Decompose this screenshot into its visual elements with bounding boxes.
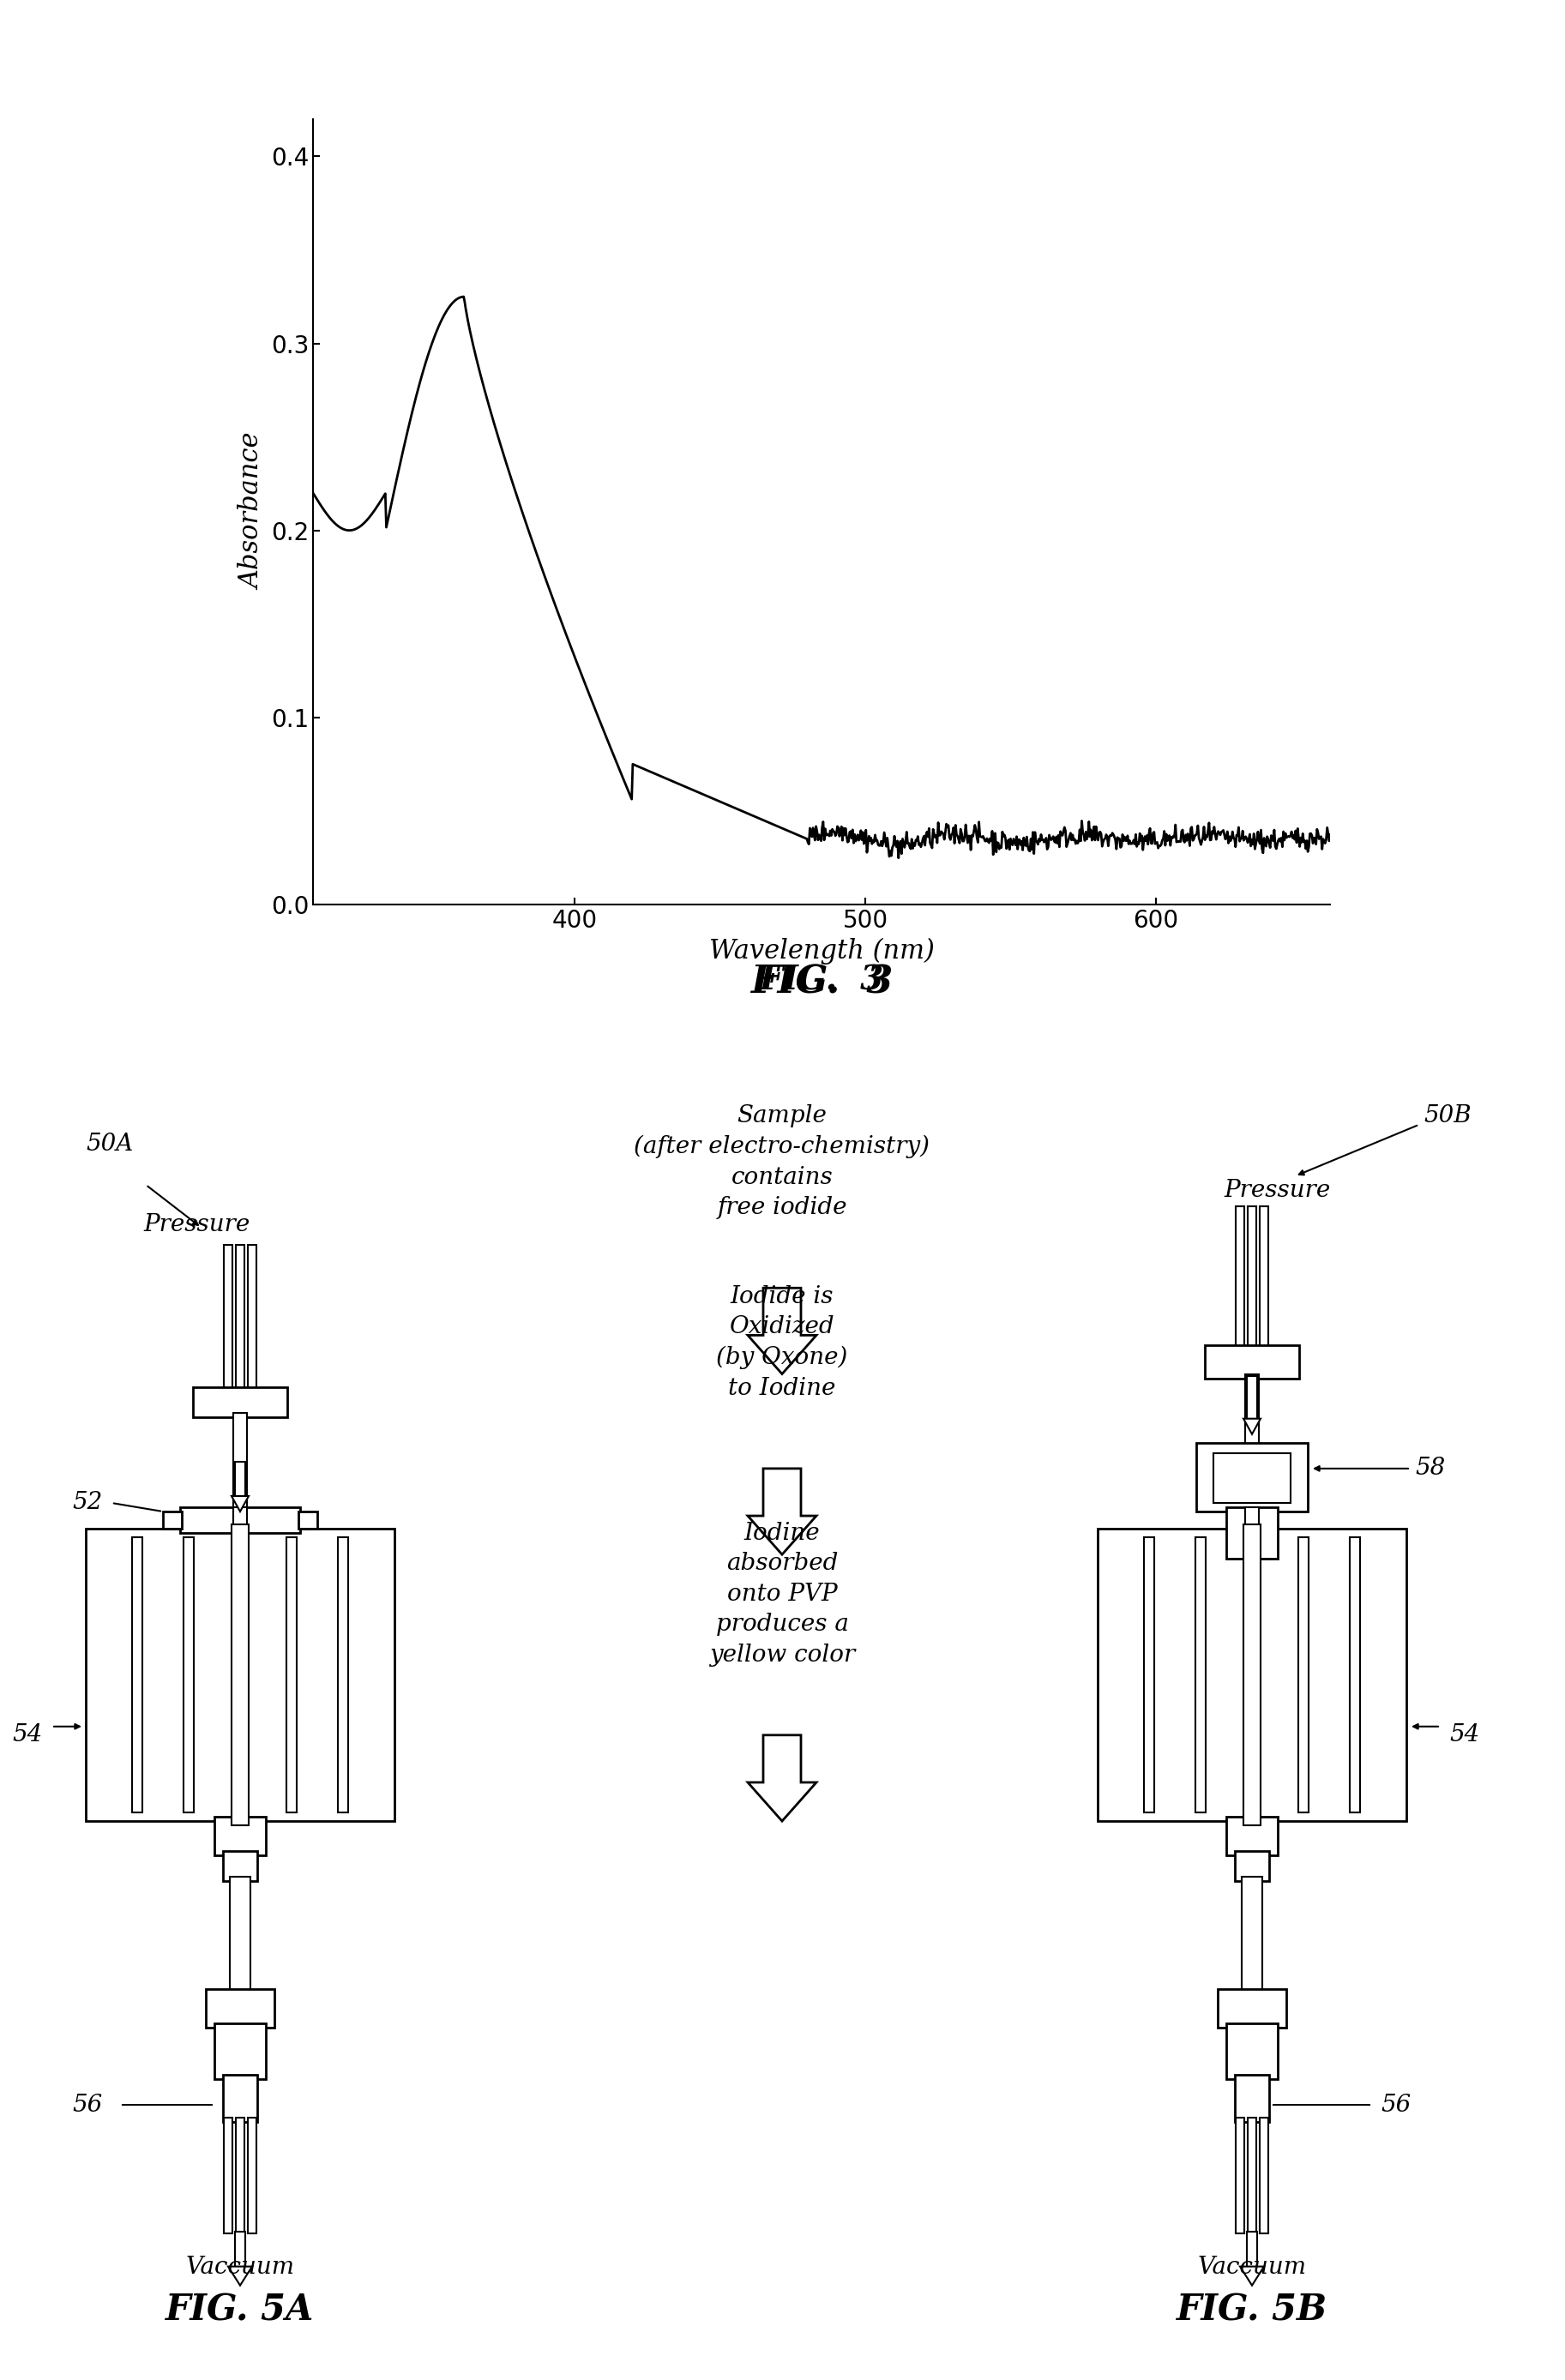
Bar [1213, 1454, 1291, 1502]
Bar [192, 1388, 288, 1416]
Bar [180, 1507, 300, 1533]
Bar [214, 2023, 266, 2080]
Y-axis label: Absorbance: Absorbance [239, 433, 266, 590]
Bar [232, 1526, 249, 1825]
Bar [233, 1511, 247, 1528]
Bar [1299, 1537, 1308, 1814]
Bar [1244, 1526, 1260, 1825]
Bar [131, 1537, 142, 1814]
Bar [222, 1852, 257, 1880]
Bar [1247, 1376, 1257, 1418]
Bar [1227, 2023, 1277, 2080]
Bar [247, 1245, 257, 1392]
Text: FIG.  3: FIG. 3 [759, 964, 884, 997]
Bar [338, 1537, 347, 1814]
Text: 54: 54 [13, 1723, 42, 1747]
Bar [222, 2075, 257, 2123]
X-axis label: Wavelength (nm): Wavelength (nm) [709, 938, 934, 964]
Text: 50B: 50B [1424, 1104, 1471, 1128]
Bar [86, 1528, 394, 1821]
Bar [235, 2232, 246, 2266]
Text: FIG.  3: FIG. 3 [750, 964, 894, 1000]
Bar [1218, 1990, 1286, 2028]
Bar [1260, 2118, 1268, 2235]
Bar [299, 1511, 318, 1528]
Polygon shape [1239, 2266, 1265, 2285]
Polygon shape [228, 2266, 252, 2285]
Bar [1241, 1878, 1263, 1992]
Bar [1236, 1207, 1244, 1347]
Bar [224, 1245, 232, 1392]
Text: Pressure: Pressure [144, 1214, 250, 1235]
Bar [1144, 1537, 1155, 1814]
Bar [1246, 1373, 1258, 1452]
Bar [1246, 1507, 1258, 1528]
Text: Vaccuum: Vaccuum [1197, 2256, 1307, 2278]
Bar [247, 2118, 257, 2235]
Polygon shape [748, 1288, 817, 1373]
Bar [183, 1537, 194, 1814]
Bar [1247, 1537, 1257, 1814]
Bar [1196, 1442, 1308, 1511]
Polygon shape [232, 1497, 249, 1511]
Text: Iodide is
Oxidized
(by Oxone)
to Iodine: Iodide is Oxidized (by Oxone) to Iodine [717, 1285, 848, 1399]
Bar [1260, 1207, 1268, 1347]
Bar [163, 1511, 182, 1528]
Bar [233, 1414, 247, 1521]
Bar [214, 1816, 266, 1856]
Text: 56: 56 [72, 2094, 103, 2116]
Polygon shape [748, 1735, 817, 1821]
Bar [230, 1878, 250, 1992]
Bar [1236, 2118, 1244, 2235]
Text: 54: 54 [1449, 1723, 1479, 1747]
Bar [235, 1537, 246, 1814]
Polygon shape [748, 1468, 817, 1554]
Bar [1227, 1507, 1277, 1559]
Text: Sample
(after electro-chemistry)
contains
free iodide: Sample (after electro-chemistry) contain… [634, 1104, 930, 1219]
Text: Vaccuum: Vaccuum [186, 2256, 294, 2278]
Text: 58: 58 [1415, 1457, 1444, 1480]
Text: 50A: 50A [86, 1133, 133, 1157]
Text: FIG. 5B: FIG. 5B [1177, 2292, 1327, 2328]
Text: Pressure: Pressure [1224, 1178, 1330, 1202]
Bar [1205, 1345, 1299, 1378]
Text: 52: 52 [72, 1492, 103, 1514]
Bar [1235, 1852, 1269, 1880]
Bar [233, 1507, 247, 1533]
Bar [1349, 1537, 1360, 1814]
Bar [224, 2118, 232, 2235]
Bar [1247, 2118, 1257, 2235]
Bar [1247, 2232, 1257, 2266]
Text: 56: 56 [1380, 2094, 1412, 2116]
Bar [236, 1245, 244, 1392]
Bar [1196, 1537, 1205, 1814]
Bar [235, 1461, 246, 1497]
Bar [286, 1537, 297, 1814]
Bar [1235, 2075, 1269, 2123]
Bar [1247, 1207, 1257, 1347]
Bar [1227, 1816, 1277, 1856]
Bar [236, 2118, 244, 2235]
Text: FIG. 5A: FIG. 5A [166, 2292, 315, 2328]
Polygon shape [1244, 1418, 1260, 1435]
Text: Iodine
absorbed
onto PVP
produces a
yellow color: Iodine absorbed onto PVP produces a yell… [709, 1521, 854, 1666]
Bar [207, 1990, 274, 2028]
Bar [1097, 1528, 1407, 1821]
